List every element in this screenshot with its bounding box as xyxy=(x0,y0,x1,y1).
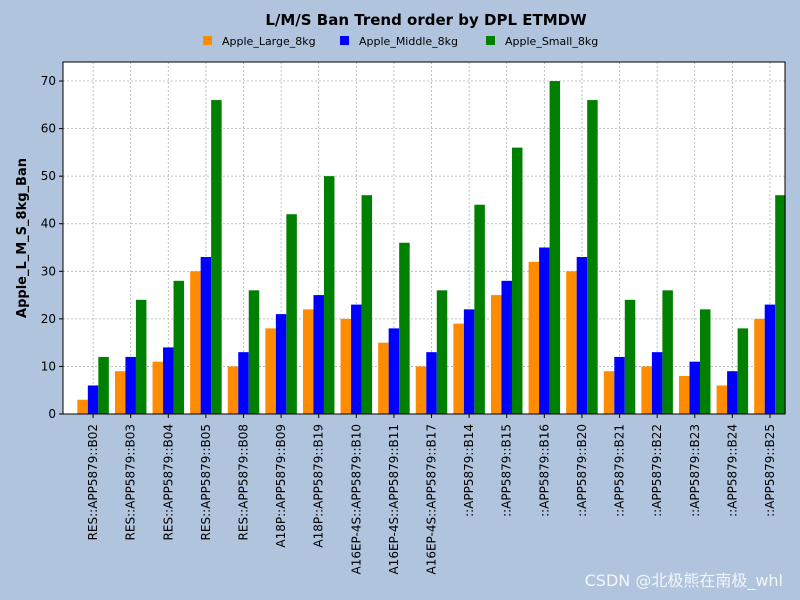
bar-apple-small-8kg xyxy=(98,356,109,414)
legend-label: Apple_Small_8kg xyxy=(505,35,598,48)
legend-label: Apple_Large_8kg xyxy=(222,35,316,48)
x-tick-label: ::APP5879::B14 xyxy=(462,424,476,517)
bar-apple-small-8kg xyxy=(775,195,786,414)
bar-apple-small-8kg xyxy=(323,176,335,414)
bar-apple-small-8kg xyxy=(248,290,260,414)
bar-apple-middle-8kg xyxy=(200,257,212,414)
bar-apple-small-8kg xyxy=(549,81,561,414)
x-axis: RES::APP5879::B02 RES::APP5879::B03 RES::A… xyxy=(86,414,777,575)
bar-apple-small-8kg xyxy=(135,299,147,414)
bar-apple-large-8kg xyxy=(190,271,201,414)
bar-apple-middle-8kg xyxy=(125,356,136,414)
bar-apple-small-8kg xyxy=(511,147,523,414)
bar-apple-small-8kg xyxy=(286,214,297,414)
bar-apple-middle-8kg xyxy=(351,304,362,414)
x-tick-label: RES::APP5879::B03 xyxy=(124,424,138,540)
bar-apple-middle-8kg xyxy=(764,304,776,414)
bar-apple-large-8kg xyxy=(566,271,577,414)
x-tick-label: RES::APP5879::B05 xyxy=(199,424,213,540)
bar-apple-middle-8kg xyxy=(163,347,174,414)
bar-apple-small-8kg xyxy=(211,100,222,415)
chart-title: L/M/S Ban Trend order by DPL ETMDW xyxy=(265,11,587,29)
bar-apple-large-8kg xyxy=(152,361,164,414)
y-tick-label: 0 xyxy=(48,407,56,421)
bar-apple-small-8kg xyxy=(587,100,598,415)
bar-apple-small-8kg xyxy=(361,195,373,414)
x-tick-label: A18P::APP5879::B19 xyxy=(312,424,326,548)
bar-apple-large-8kg xyxy=(603,371,615,414)
bar-apple-large-8kg xyxy=(114,371,126,414)
bar-apple-middle-8kg xyxy=(463,309,475,414)
bar-apple-large-8kg xyxy=(378,342,389,414)
bar-apple-large-8kg xyxy=(340,318,352,414)
bar-apple-middle-8kg xyxy=(689,361,700,414)
legend-label: Apple_Middle_8kg xyxy=(359,35,458,48)
legend: Apple_Large_8kg Apple_Middle_8kg Apple_Sma… xyxy=(203,35,598,48)
bar-apple-large-8kg xyxy=(528,261,540,414)
watermark: CSDN @北极熊在南极_whl xyxy=(585,571,783,591)
y-tick-label: 40 xyxy=(41,217,56,231)
bar-apple-large-8kg xyxy=(754,318,765,414)
bar-apple-middle-8kg xyxy=(727,371,738,414)
bar-apple-middle-8kg xyxy=(576,257,588,414)
legend-swatch xyxy=(203,36,212,45)
bar-apple-middle-8kg xyxy=(313,295,324,414)
bar-apple-small-8kg xyxy=(700,309,711,414)
bar-apple-middle-8kg xyxy=(501,280,512,414)
y-tick-label: 30 xyxy=(41,264,56,278)
bar-apple-large-8kg xyxy=(227,366,239,414)
bar-apple-large-8kg xyxy=(302,309,314,414)
x-tick-label: ::APP5879::B16 xyxy=(537,424,551,517)
bar-apple-small-8kg xyxy=(399,242,410,414)
x-tick-label: ::APP5879::B23 xyxy=(688,424,702,517)
bar-apple-middle-8kg xyxy=(426,352,437,414)
bar-apple-large-8kg xyxy=(453,323,464,414)
bar-apple-small-8kg xyxy=(624,299,636,414)
bar-apple-large-8kg xyxy=(716,385,728,414)
x-tick-label: A16EP-4S::APP5879::B17 xyxy=(425,424,439,575)
bar-apple-small-8kg xyxy=(662,290,673,414)
y-axis-label: Apple_L_M_S_8kg_Ban xyxy=(15,158,30,318)
bar-apple-small-8kg xyxy=(173,280,185,414)
bar-apple-small-8kg xyxy=(474,204,485,414)
y-tick-label: 70 xyxy=(41,74,56,88)
bar-apple-middle-8kg xyxy=(87,385,99,414)
x-tick-label: ::APP5879::B21 xyxy=(613,424,627,517)
bar-apple-small-8kg xyxy=(737,328,749,414)
x-tick-label: A16EP-4S::APP5879::B11 xyxy=(387,424,401,575)
y-tick-label: 20 xyxy=(41,312,56,326)
x-tick-label: ::APP5879::B25 xyxy=(763,424,777,517)
y-axis: 0 10 20 30 40 50 60 70 xyxy=(41,74,63,421)
x-tick-label: RES::APP5879::B08 xyxy=(237,424,251,540)
bars xyxy=(77,81,786,415)
x-tick-label: ::APP5879::B20 xyxy=(575,424,589,517)
bar-apple-large-8kg xyxy=(265,328,276,414)
bar-apple-middle-8kg xyxy=(238,352,249,414)
x-tick-label: A18P::APP5879::B09 xyxy=(274,424,288,548)
x-tick-label: ::APP5879::B24 xyxy=(725,424,739,517)
x-tick-label: ::APP5879::B15 xyxy=(500,424,514,517)
x-tick-label: RES::APP5879::B02 xyxy=(86,424,100,540)
bar-apple-middle-8kg xyxy=(539,247,550,414)
legend-swatch xyxy=(340,36,349,45)
x-tick-label: ::APP5879::B22 xyxy=(650,424,664,517)
bar-apple-small-8kg xyxy=(436,290,448,414)
bar-apple-middle-8kg xyxy=(651,352,663,414)
bar-apple-large-8kg xyxy=(641,366,652,414)
x-tick-label: A16EP-4S::APP5879::B10 xyxy=(349,424,363,575)
y-tick-label: 50 xyxy=(41,169,56,183)
bar-apple-large-8kg xyxy=(490,295,502,414)
bar-apple-large-8kg xyxy=(77,399,88,414)
y-tick-label: 10 xyxy=(41,359,56,373)
legend-swatch xyxy=(486,36,495,45)
bar-apple-middle-8kg xyxy=(388,328,400,414)
bar-apple-middle-8kg xyxy=(614,356,625,414)
bar-apple-middle-8kg xyxy=(275,314,287,414)
y-tick-label: 60 xyxy=(41,122,56,136)
plot-frame xyxy=(62,61,786,415)
bar-apple-large-8kg xyxy=(679,375,690,414)
bar-apple-large-8kg xyxy=(415,366,427,414)
x-tick-label: RES::APP5879::B04 xyxy=(161,424,175,540)
